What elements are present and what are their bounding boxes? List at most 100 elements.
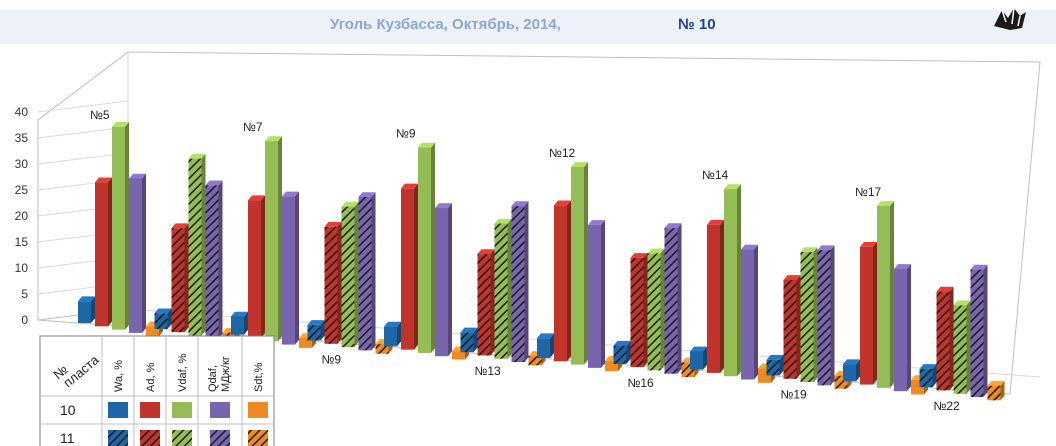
bar-n16-11-s2 [647, 248, 665, 371]
bar-n22-11-s3 [970, 264, 988, 397]
bar-side [218, 180, 223, 339]
bar-side [261, 195, 265, 338]
bar-front [571, 166, 584, 365]
bar-hatch [630, 257, 644, 368]
bar-n9-11-s2 [341, 201, 359, 348]
bar-front [231, 316, 244, 335]
bar-side [201, 153, 206, 336]
bar-top [987, 380, 1005, 386]
bar-front [282, 196, 295, 345]
legend-plast-label: 10 [60, 402, 76, 418]
bar-n9-11-s3 [358, 192, 376, 351]
bar-front [537, 338, 550, 358]
bar-n22-11-s2 [953, 300, 971, 394]
bar-top [843, 359, 860, 365]
bar-top [766, 355, 784, 360]
bar-side [142, 173, 146, 333]
bar-top [129, 173, 146, 179]
bar-side [737, 184, 741, 377]
bar-front [554, 205, 567, 362]
bar-n14-10-s3 [741, 244, 758, 380]
bar-n9-10-s0 [384, 321, 401, 347]
bar-n17-10-s3 [894, 264, 911, 392]
bar-top [511, 201, 529, 207]
bar-hatch [817, 250, 831, 386]
bar-top [231, 311, 248, 317]
bar-side [524, 201, 529, 363]
bar-hatch [919, 368, 933, 388]
bar-top [384, 321, 401, 327]
bar-front [401, 188, 414, 350]
bar-n13-11-s1 [477, 249, 495, 356]
bar-hatch [494, 223, 508, 359]
bar-n9-10-s1 [401, 183, 418, 350]
bar-n5-10-s0 [78, 296, 95, 324]
y-axis: 0 5 10 15 20 25 30 35 40 [15, 105, 29, 327]
bar-n12-10-s0 [537, 333, 554, 358]
bar-hatch [477, 254, 491, 356]
bar-n5-11-s0 [154, 308, 172, 329]
bar-n7-10-s3 [282, 191, 299, 345]
bar-hatch [188, 158, 202, 336]
bar-top [248, 195, 265, 201]
bar-front [860, 246, 873, 385]
bar-top [707, 219, 724, 225]
legend-swatch [248, 402, 268, 418]
bar-side [626, 340, 631, 364]
bar-n19-11-s0 [766, 355, 784, 376]
bar-front [95, 182, 108, 327]
bar-n16-11-s0 [613, 340, 631, 364]
bar-top [741, 244, 758, 250]
journal-header: Уголь Кузбасса, Октябрь, 2014, № 10 [0, 0, 1056, 44]
bar-top [171, 223, 189, 229]
bar-top [588, 220, 605, 225]
bar-top [537, 333, 554, 339]
bar-front [78, 301, 91, 324]
bar-side [567, 200, 571, 362]
bar-side [779, 355, 784, 376]
bar-side [244, 311, 248, 335]
bar-front [435, 208, 448, 357]
bar-top [188, 153, 206, 159]
bar-hatch [324, 226, 338, 344]
bar-n19-11-s1 [783, 275, 801, 379]
legend-plast-label: 11 [60, 430, 75, 446]
floor-category-label: №16 [628, 376, 655, 390]
bar-side [448, 203, 452, 357]
gridline [37, 100, 129, 113]
bar-n17-10-s1 [860, 241, 877, 385]
y-tick-label: 25 [15, 183, 29, 197]
bar-n16-11-s1 [630, 253, 648, 368]
bar-top [936, 286, 954, 292]
bar-hatch [783, 279, 797, 379]
bar-hatch [341, 206, 355, 348]
bar-hatch [766, 359, 780, 376]
bar-top [919, 364, 937, 369]
header-band [0, 10, 1056, 44]
bar-top [953, 300, 971, 306]
legend-swatch-hatch [140, 430, 160, 446]
bar-side [890, 201, 894, 388]
legend-swatch [210, 402, 230, 418]
bar-hatch [800, 252, 814, 383]
y-tick-label: 30 [15, 157, 29, 171]
bar-top [613, 340, 631, 346]
bar-front [843, 364, 856, 382]
bar-hatch [511, 206, 525, 363]
bar-side [983, 264, 988, 397]
bar-front [724, 189, 737, 377]
bar-n22-11-s0 [919, 364, 937, 388]
bar-side [397, 321, 401, 347]
bar-n17-10-s2 [877, 201, 894, 388]
y-tick-label: 5 [21, 287, 28, 301]
bar-hatch [375, 343, 389, 354]
bar-top [724, 184, 741, 190]
bar-n5-10-s3 [129, 173, 146, 333]
y-tick-label: 0 [21, 313, 28, 327]
bar-side [720, 219, 724, 373]
bar-side [1000, 380, 1005, 401]
bar-top [554, 200, 571, 206]
bar-n9-11-s0 [307, 320, 325, 341]
floor-category-label: №19 [781, 388, 808, 402]
bar-side [932, 364, 937, 388]
